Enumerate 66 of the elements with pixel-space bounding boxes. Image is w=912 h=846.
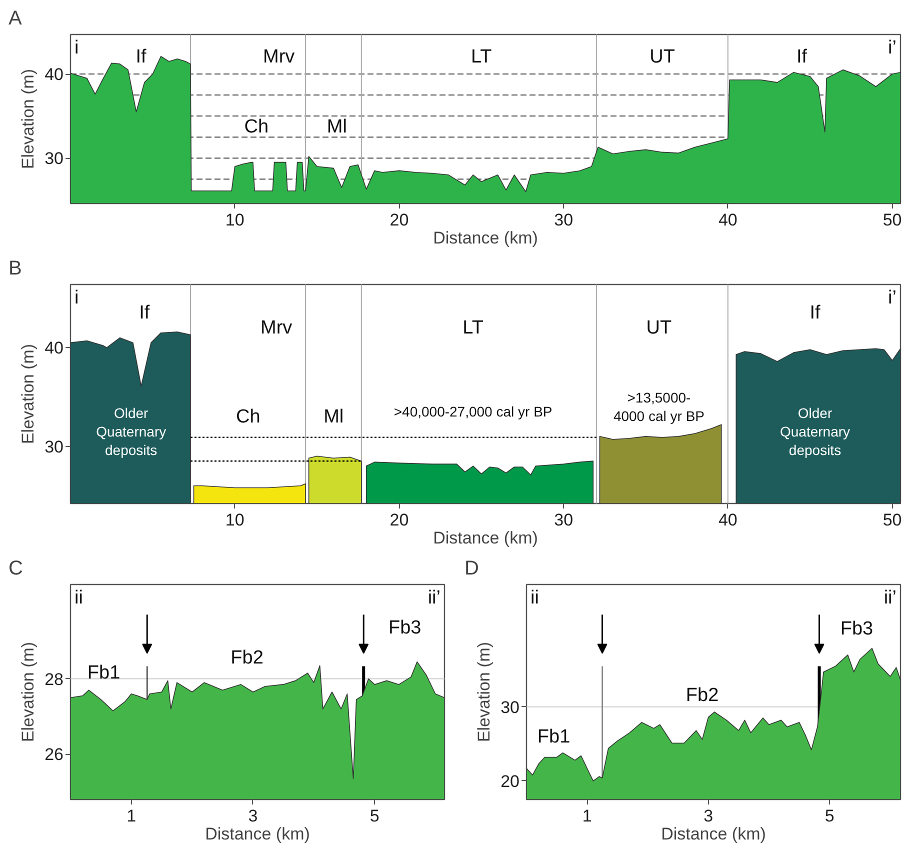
y-tick-label: 30: [44, 437, 64, 456]
annotation: UT: [650, 46, 676, 68]
x-tick-label: 50: [882, 510, 902, 530]
y-axis-title: Elevation (m): [18, 68, 38, 170]
annotation: Ml: [324, 406, 344, 428]
y-tick-label: 26: [44, 745, 64, 764]
annotation: LT: [470, 46, 492, 68]
y-axis-title: Elevation (m): [474, 642, 494, 742]
annotation: If: [810, 302, 822, 324]
x-tick-label: 1: [126, 806, 136, 826]
annotation: i’: [888, 38, 897, 58]
annotation: i: [74, 288, 79, 308]
x-tick-label: 40: [718, 210, 738, 230]
annotation: Fb3: [388, 617, 422, 638]
chart-title: A: [8, 8, 22, 30]
x-tick-label: 20: [390, 510, 409, 530]
x-tick-label: 30: [554, 510, 574, 530]
x-axis-title: Distance (km): [661, 824, 766, 844]
annotation: Ch: [236, 406, 260, 428]
annotation: Ch: [244, 116, 269, 138]
x-tick-label: 3: [704, 806, 714, 826]
y-axis-title: Elevation (m): [18, 344, 38, 444]
x-tick-label: 20: [390, 210, 409, 230]
annotation: >40,000-27,000 cal yr BP: [394, 404, 552, 420]
annotation: Older Quaternary deposits: [96, 405, 166, 458]
annotation: If: [136, 46, 148, 68]
annotation: Mrv: [263, 46, 296, 68]
y-tick-label: 40: [44, 65, 64, 84]
x-axis-title: Distance (km): [433, 528, 538, 548]
x-tick-label: 10: [225, 510, 244, 530]
annotation: ii’: [884, 588, 897, 608]
y-tick-label: 28: [44, 670, 64, 689]
annotation: i: [74, 38, 79, 58]
x-axis-title: Distance (km): [205, 824, 310, 844]
annotation: ii: [530, 588, 539, 608]
annotation: Fb1: [537, 726, 570, 748]
annotation: ii’: [428, 588, 441, 608]
chart-title: C: [8, 558, 23, 580]
annotation: If: [139, 302, 150, 324]
x-tick-label: 10: [225, 210, 244, 230]
annotation: Mrv: [260, 317, 293, 338]
annotation: Fb2: [230, 648, 264, 669]
y-tick-label: 40: [44, 338, 64, 358]
x-tick-label: 30: [554, 210, 574, 230]
annotation: UT: [646, 317, 672, 338]
chart-title: B: [8, 258, 22, 280]
annotation: Fb2: [686, 685, 719, 706]
annotation: LT: [462, 317, 484, 338]
annotation: Older Quaternary deposits: [780, 405, 850, 458]
chart-title: D: [464, 558, 479, 580]
x-tick-label: 1: [582, 806, 592, 826]
annotation: If: [796, 46, 808, 68]
annotation: Fb3: [840, 618, 874, 640]
annotation: >13,5000- 4000 cal yr BP: [613, 390, 705, 424]
annotation: Ml: [326, 116, 347, 138]
annotation: ii: [74, 588, 83, 608]
x-tick-label: 40: [718, 510, 738, 530]
x-tick-label: 50: [882, 210, 902, 230]
x-axis-title: Distance (km): [433, 228, 538, 248]
annotation: i’: [888, 288, 897, 308]
x-tick-label: 3: [248, 806, 258, 826]
y-axis-title: Elevation (m): [18, 642, 38, 742]
annotation: Fb1: [87, 662, 120, 684]
x-tick-label: 5: [370, 806, 380, 826]
x-tick-label: 5: [824, 806, 834, 826]
y-tick-label: 30: [44, 149, 64, 168]
